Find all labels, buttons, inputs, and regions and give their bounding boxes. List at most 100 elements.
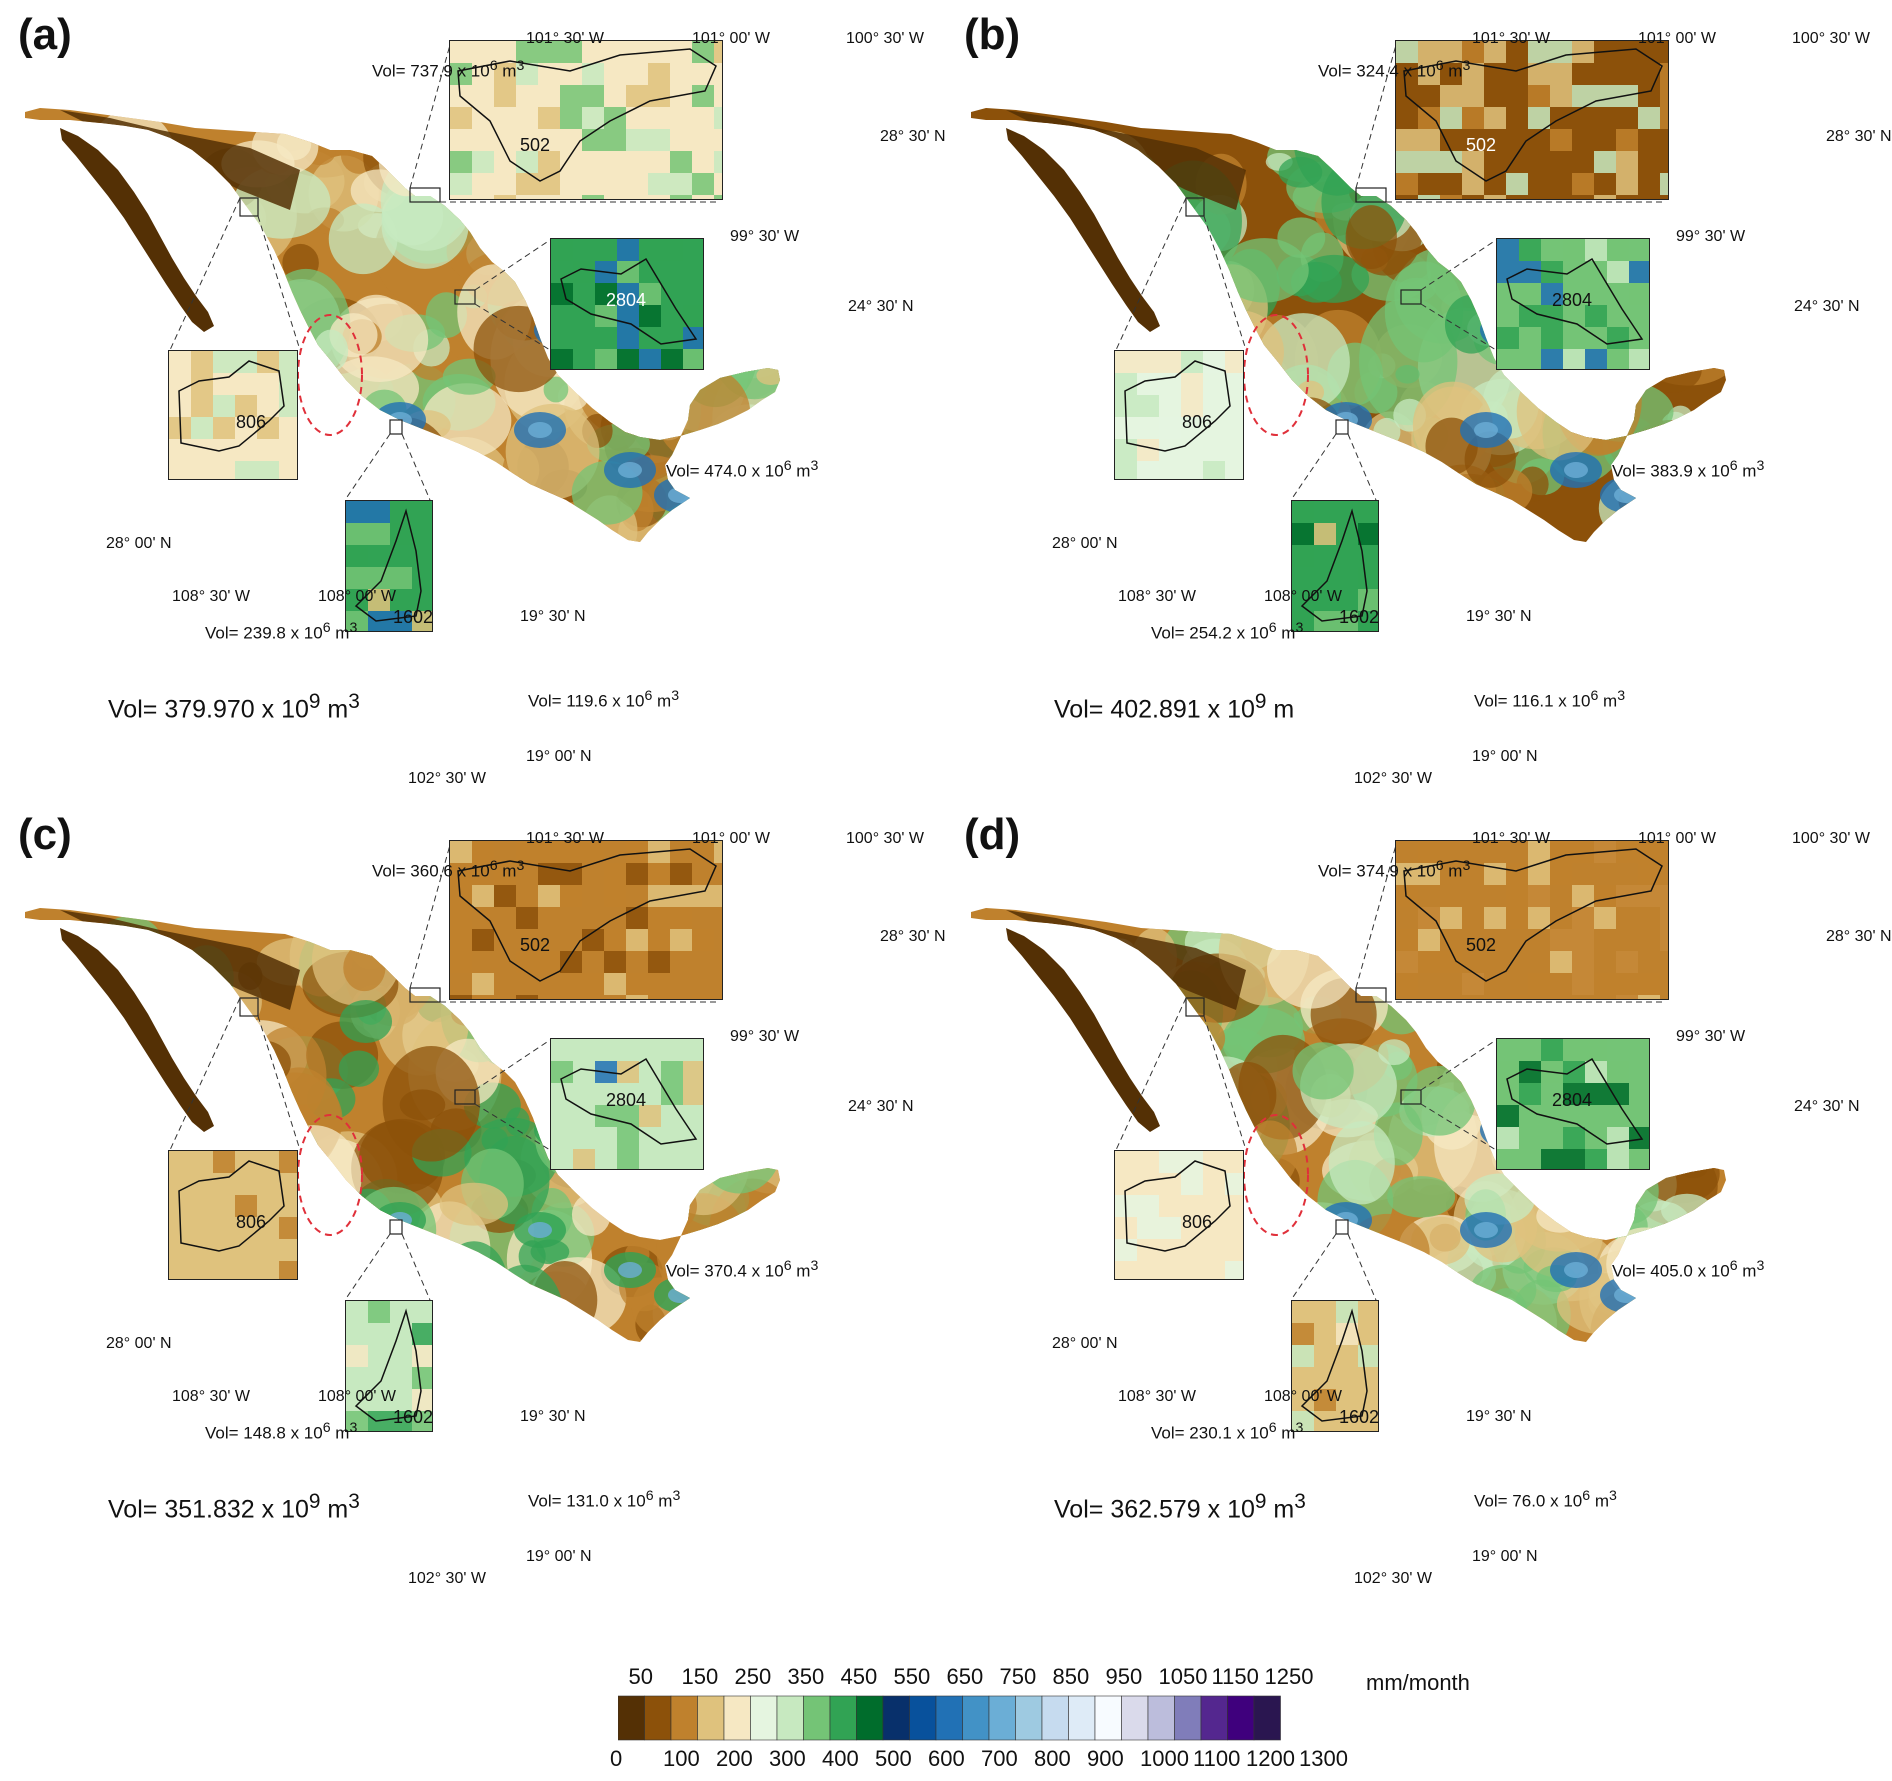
colorbar-bottom-label: 1200 [1246,1746,1295,1771]
vol-2804: Vol= 405.0 x 106 m3 [1612,1258,1765,1281]
coord-label: 101° 00' W [1638,830,1716,847]
coord-label: 108° 00' W [1264,588,1342,605]
inset-1602 [345,500,433,632]
vol-502: Vol= 324.4 x 106 m3 [1318,58,1471,81]
coord-label: 19° 30' N [520,1408,586,1425]
station-id: 502 [1466,135,1497,155]
leader-line [344,1233,391,1301]
colorbar-bottom-label: 200 [716,1746,753,1771]
station-id: 1602 [393,607,434,627]
highlight-ellipse [1243,314,1309,436]
panel-c: (c) 502 806 1602 2804 Vol= 360.6 x 106 m3 Vol=… [0,800,946,1600]
basin-outline [1403,848,1663,982]
colorbar-swatch [644,1695,672,1741]
coord-label: 28° 30' N [1826,128,1892,145]
zoom-box [1355,987,1387,1003]
colorbar-unit: mm/month [1366,1670,1470,1695]
station-id: 2804 [1552,290,1593,310]
station-id: 806 [236,412,267,432]
vol-1602: Vol= 116.1 x 106 m3 [1474,688,1626,711]
colorbar-bottom-label: 600 [928,1746,965,1771]
panel-label: (c) [18,810,72,859]
coord-label: 102° 30' W [1354,770,1432,787]
station-id: 1602 [1339,607,1380,627]
gulf-of-california [1042,123,1230,276]
basin-outline [1506,1057,1644,1145]
colorbar-top-label: 150 [681,1664,719,1689]
coord-label: 28° 30' N [880,928,946,945]
colorbar-swatches [617,1695,1281,1741]
colorbar-bottom-label: 0 [610,1746,623,1771]
basin-outline [178,1160,285,1252]
colorbar-bottom-label: 300 [769,1746,806,1771]
colorbar-swatch [1227,1695,1255,1741]
colorbar-swatch [882,1695,910,1741]
zoom-box [1185,997,1205,1017]
colorbar-swatch [1174,1695,1202,1741]
zoom-box [409,187,441,203]
baja-california [1006,128,1160,332]
colorbar-top-label: 50 [628,1664,653,1689]
colorbar-swatch [776,1695,804,1741]
vol-806: Vol= 230.1 x 106 m3 [1151,1420,1304,1443]
colorbar-bottom-label: 1000 [1140,1746,1189,1771]
coord-label: 100° 30' W [846,30,924,47]
coord-label: 19° 00' N [1472,748,1538,765]
coord-label: 19° 30' N [1466,608,1532,625]
leader-line [1115,997,1187,1151]
inset-1602 [1291,1300,1379,1432]
colorbar: 50 150 250 350 450 550 650 750 850 950 1050 1150 125… [610,1664,1348,1781]
colorbar-swatch [1041,1695,1069,1741]
coord-label: 101° 00' W [692,30,770,47]
coord-label: 108° 00' W [318,588,396,605]
coord-label: 108° 00' W [1264,1388,1342,1405]
leader-line [409,44,451,189]
basin-outline [354,508,422,622]
vol-502: Vol= 737.9 x 106 m3 [372,58,525,81]
station-id: 1602 [393,1407,434,1427]
coord-label: 28° 00' N [1052,535,1118,552]
basin-outline [1506,257,1644,345]
colorbar-swatch [1147,1695,1175,1741]
zoom-box [389,1219,403,1235]
basin-outline [560,257,698,345]
coord-label: 99° 30' W [1676,1028,1746,1045]
vol-2804: Vol= 474.0 x 106 m3 [666,458,819,481]
leader-line [1355,44,1397,189]
vol-1602: Vol= 131.0 x 106 m3 [528,1488,681,1511]
leader-line [474,1103,551,1151]
inset-806 [168,1150,298,1280]
coord-label: 99° 30' W [730,228,800,245]
colorbar-bottom-label: 500 [875,1746,912,1771]
basin-outline [457,848,717,982]
gulf-of-california [96,123,284,276]
leader-line [1203,215,1247,351]
colorbar-swatch [803,1695,831,1741]
colorbar-swatch [1015,1695,1043,1741]
panel-d: (d) 502 806 1602 2804 Vol= 374.9 x 106 m3 Vol=… [946,800,1892,1600]
coord-label: 100° 30' W [846,830,924,847]
basin-outline [560,1057,698,1145]
colorbar-top-label: 350 [787,1664,825,1689]
coord-label: 101° 30' W [526,830,604,847]
zoom-box [454,1089,476,1105]
colorbar-swatch [1253,1695,1281,1741]
zoom-box [1400,1089,1422,1105]
leader-line [409,844,451,989]
inset-806 [1114,1150,1244,1280]
inset-2804 [550,238,704,370]
vol-806: Vol= 254.2 x 106 m3 [1151,620,1304,643]
vol-1602: Vol= 76.0 x 106 m3 [1474,1488,1617,1511]
colorbar-swatch [750,1695,778,1741]
leader-line [401,433,431,501]
colorbar-swatch [723,1695,751,1741]
zoom-box [1335,419,1349,435]
coord-label: 100° 30' W [1792,830,1870,847]
colorbar-swatch [1094,1695,1122,1741]
colorbar-swatch [935,1695,963,1741]
colorbar-swatch [856,1695,884,1741]
leader-line [1290,433,1337,501]
colorbar-swatch [909,1695,937,1741]
coord-label: 99° 30' W [730,1028,800,1045]
leader-line [1290,1233,1337,1301]
